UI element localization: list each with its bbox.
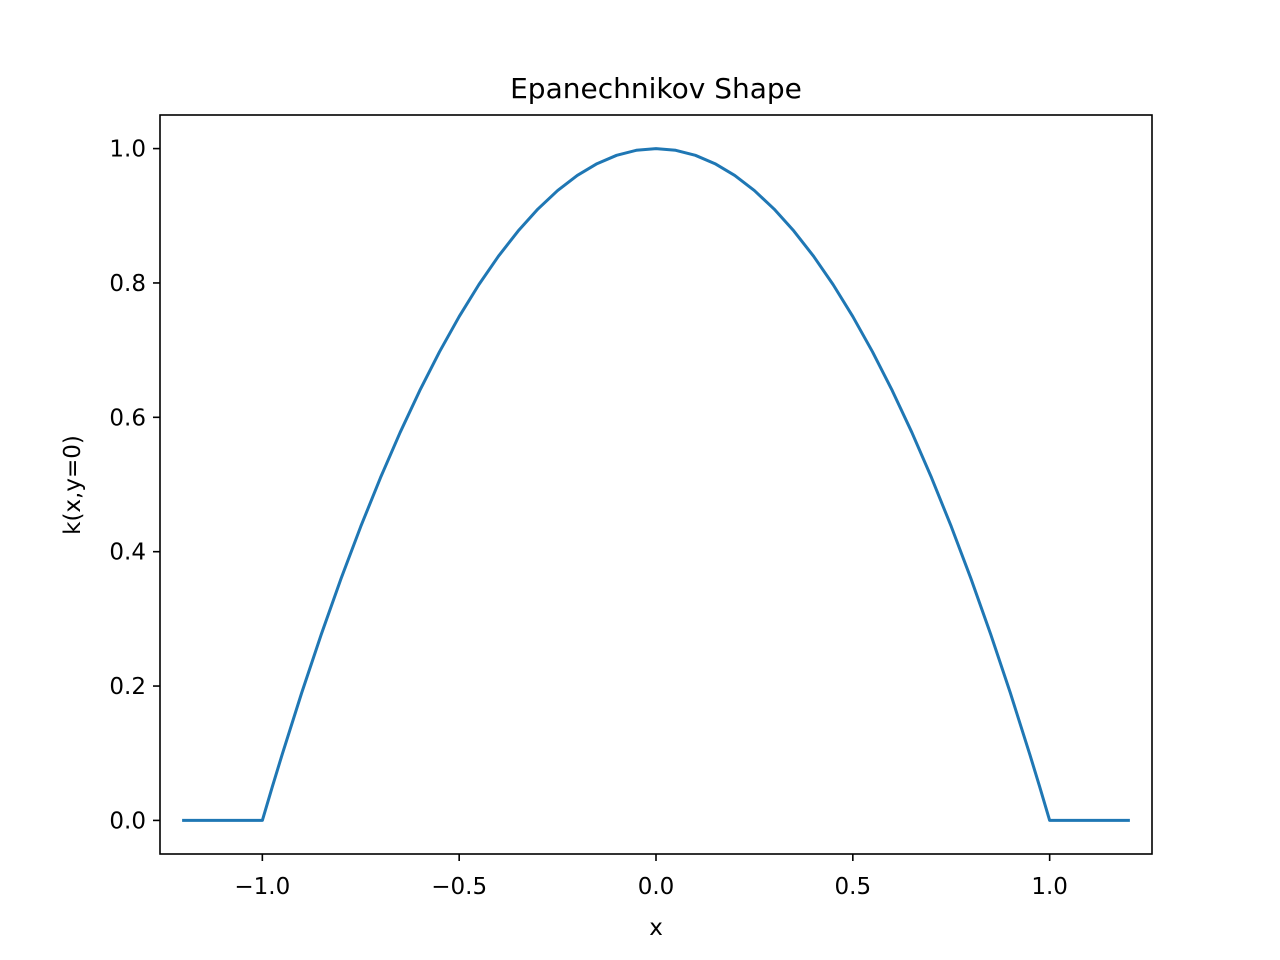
- y-tick-label: 0.8: [109, 271, 146, 297]
- y-tick-label: 1.0: [109, 137, 146, 163]
- x-axis-label: x: [649, 915, 663, 941]
- y-tick-label: 0.6: [109, 405, 146, 431]
- y-axis-label: k(x,y=0): [60, 435, 86, 535]
- x-tick-label: −0.5: [431, 874, 487, 900]
- y-tick-label: 0.0: [109, 808, 146, 834]
- x-tick-label: 1.0: [1031, 874, 1068, 900]
- x-tick-label: 0.0: [638, 874, 675, 900]
- x-tick-label: −1.0: [234, 874, 290, 900]
- x-tick-label: 0.5: [835, 874, 872, 900]
- chart-title: Epanechnikov Shape: [510, 72, 802, 105]
- y-tick-label: 0.4: [109, 540, 146, 566]
- x-axis: −1.0 −0.5 0.0 0.5 1.0: [234, 854, 1068, 900]
- series-line-0: [182, 147, 1130, 822]
- y-tick-label: 0.2: [109, 674, 146, 700]
- y-axis: 0.0 0.2 0.4 0.6 0.8 1.0: [109, 137, 160, 834]
